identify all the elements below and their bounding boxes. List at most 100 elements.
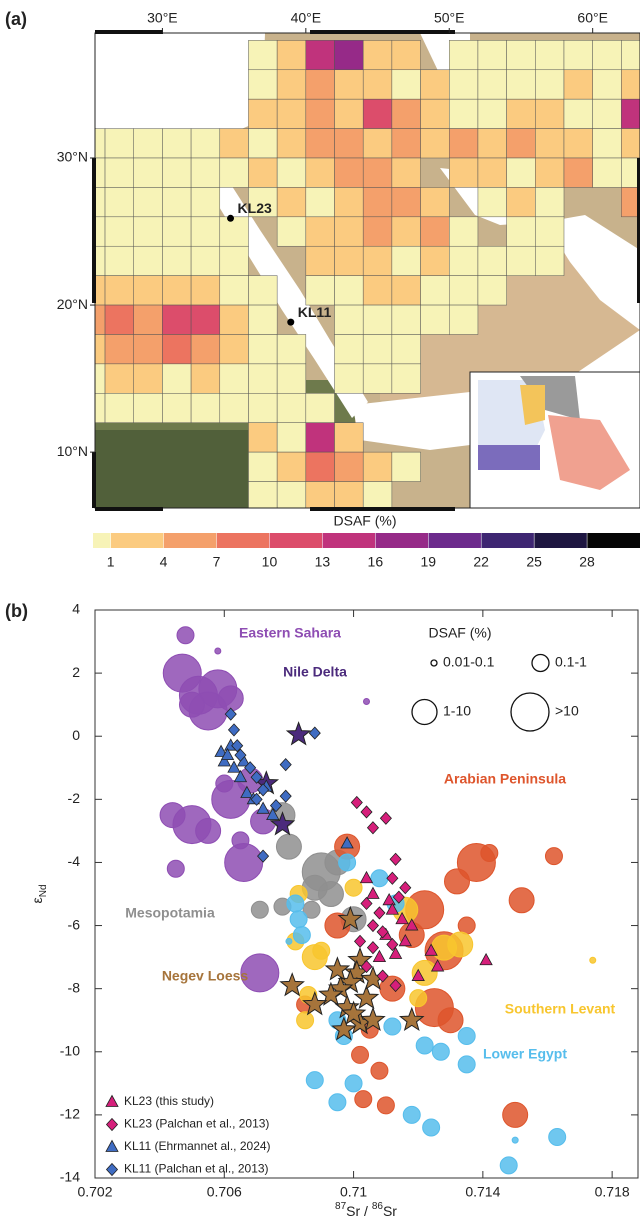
triangle-marker xyxy=(405,918,419,931)
diamond-marker xyxy=(360,896,373,911)
y-axis-label: εNd xyxy=(29,884,49,903)
map-cell xyxy=(334,334,364,365)
region-label: Mesopotamia xyxy=(125,905,215,921)
diamond-marker xyxy=(269,799,283,813)
data-point xyxy=(302,900,321,919)
map-cell xyxy=(391,157,421,188)
map-cell xyxy=(391,334,421,365)
map-cell xyxy=(104,187,134,218)
map-cell xyxy=(362,157,393,188)
diamond-marker xyxy=(224,707,237,721)
map-cell xyxy=(420,245,450,276)
map-cell xyxy=(248,334,278,365)
diamond-marker xyxy=(376,925,389,939)
map-cell xyxy=(420,98,450,129)
diamond-marker xyxy=(392,890,405,904)
map-cell xyxy=(420,216,450,247)
map-cell xyxy=(621,128,640,159)
triangle-marker xyxy=(240,785,254,798)
legend-label: KL11 (Palchan et al., 2013) xyxy=(124,1162,269,1176)
diamond-marker xyxy=(308,726,321,740)
scatter-plot xyxy=(159,626,597,1175)
map-cell xyxy=(334,40,364,71)
map-cell xyxy=(391,98,421,129)
x-tick-label: 40°E xyxy=(291,10,322,26)
map-cell xyxy=(506,69,536,100)
map-cell xyxy=(362,363,393,394)
map-cell xyxy=(248,157,278,188)
map-cell xyxy=(276,157,307,188)
map-cell xyxy=(391,69,421,100)
map-cell xyxy=(248,304,278,335)
site-marker xyxy=(287,318,295,326)
map-cell xyxy=(219,363,249,394)
map-cell xyxy=(362,40,393,71)
map-cell xyxy=(506,128,536,159)
colorbar-bin xyxy=(93,533,111,548)
data-point xyxy=(166,859,185,878)
diamond-marker xyxy=(244,761,257,775)
map-cell xyxy=(334,245,364,276)
site-marker xyxy=(227,214,235,222)
map-cell xyxy=(133,187,163,218)
map-cell xyxy=(133,157,163,188)
colorbar-tick-label: 10 xyxy=(262,554,278,570)
map-cell xyxy=(305,157,335,188)
map-cell xyxy=(305,451,335,482)
map-cell xyxy=(535,128,565,159)
triangle-marker xyxy=(398,933,412,947)
map-cell xyxy=(305,481,335,508)
panel-label: (a) xyxy=(5,9,27,29)
map-cell xyxy=(190,216,221,247)
data-point xyxy=(422,1118,441,1137)
map-cell xyxy=(362,245,393,276)
map-cell xyxy=(190,187,221,218)
data-point xyxy=(511,1136,519,1144)
map-cell xyxy=(248,275,278,306)
map-cell xyxy=(248,451,278,482)
map-cell xyxy=(362,451,393,482)
size-legend-label: 0.01-0.1 xyxy=(443,654,495,670)
map-cell xyxy=(420,304,450,335)
region-label: Nile Delta xyxy=(283,664,347,680)
map-cell xyxy=(391,216,421,247)
diamond-marker xyxy=(279,789,292,803)
diamond-marker xyxy=(399,881,412,895)
region-label: Negev Loess xyxy=(162,968,249,984)
map-cell xyxy=(276,481,307,508)
size-legend-marker xyxy=(430,659,438,667)
map-cell xyxy=(104,128,134,159)
map-cell xyxy=(334,363,364,394)
map-cell xyxy=(95,245,106,276)
map-cell xyxy=(104,275,134,306)
map-cell xyxy=(477,128,507,159)
map-cell xyxy=(248,69,278,100)
colorbar-tick-label: 25 xyxy=(526,554,542,570)
data-point xyxy=(344,878,363,897)
data-point xyxy=(409,989,428,1008)
map-cell xyxy=(592,40,622,71)
data-point xyxy=(178,691,205,718)
map-cell xyxy=(190,245,221,276)
map-cell xyxy=(362,216,393,247)
y-tick-label: -12 xyxy=(60,1106,80,1122)
data-point xyxy=(214,647,222,655)
x-tick-label: 0.714 xyxy=(465,1184,500,1200)
region-label: Arabian Peninsula xyxy=(444,771,566,787)
star-marker xyxy=(398,1006,425,1032)
map-cell xyxy=(276,40,307,71)
colorbar-bin xyxy=(481,533,535,548)
y-tick-label: -14 xyxy=(60,1169,80,1185)
plot-frame xyxy=(94,609,639,1179)
x-tick-label: 30°E xyxy=(147,10,178,26)
map-cell xyxy=(449,275,479,306)
map-cell xyxy=(506,157,536,188)
map-cell xyxy=(162,128,192,159)
map-cell xyxy=(276,422,307,453)
map-cell xyxy=(276,393,307,423)
map-cell xyxy=(362,481,393,508)
map-cell xyxy=(219,275,249,306)
map-cell xyxy=(391,128,421,159)
diamond-marker xyxy=(360,805,373,819)
star-marker xyxy=(340,1000,367,1025)
